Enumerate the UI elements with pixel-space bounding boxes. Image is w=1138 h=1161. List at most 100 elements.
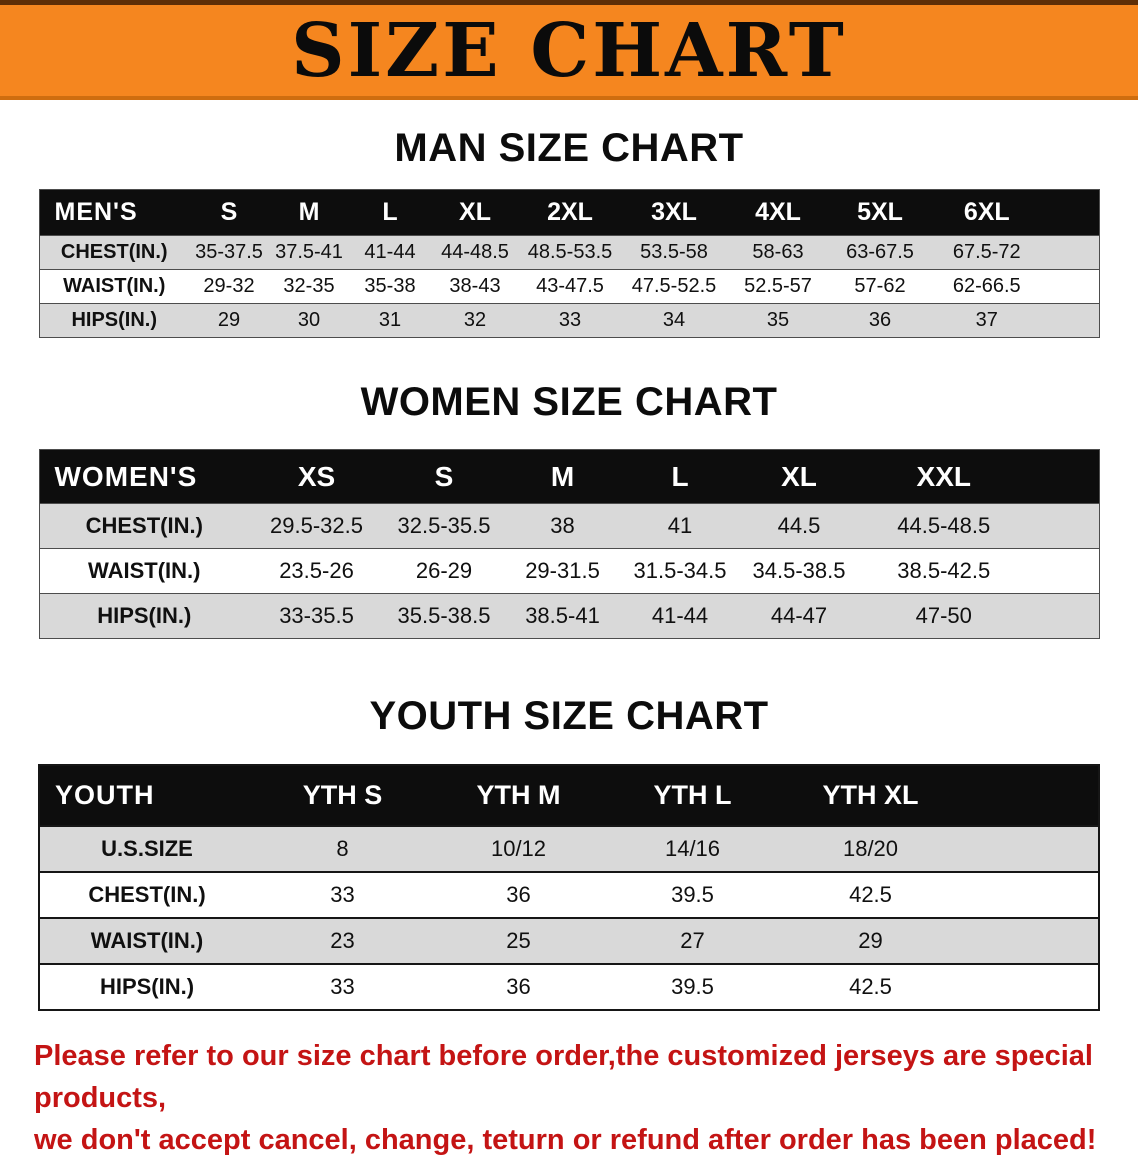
size-cell: 38-43: [449, 275, 501, 297]
size-cell: 18/20: [842, 836, 899, 861]
youth-size-table: YOUTH YTH S YTH M YTH L YTH XL U.S.SIZE …: [38, 764, 1100, 1011]
size-cell: 32: [463, 309, 487, 331]
size-cell: 35-38: [364, 275, 416, 297]
size-cell: 29.5-32.5: [270, 513, 363, 538]
size-cell: 41-44: [651, 603, 709, 628]
men-size-table: MEN'S S M L XL 2XL 3XL 4XL 5XL 6XL CHEST…: [38, 189, 1100, 338]
row-label: CHEST(IN.): [60, 241, 168, 263]
size-cell: 10/12: [490, 836, 547, 861]
women-size-column-s: S: [384, 449, 504, 504]
youth-chest-row: CHEST(IN.) 33 36 39.5 42.5: [39, 872, 1099, 918]
men-size-column-l: L: [349, 189, 431, 236]
size-cell: 37: [975, 309, 998, 331]
men-table-header-row: MEN'S S M L XL 2XL 3XL 4XL 5XL 6XL: [39, 189, 1099, 236]
size-cell: 33-35.5: [279, 603, 354, 628]
size-cell: 42.5: [849, 882, 892, 907]
size-cell: 29-32: [203, 275, 255, 297]
size-cell: 58-63: [752, 241, 804, 263]
men-size-column-xl: XL: [431, 189, 519, 236]
size-cell: 39.5: [671, 882, 714, 907]
men-hips-row: HIPS(IN.) 29 30 31 32 33 34 35 36 37: [39, 303, 1099, 338]
size-cell: 14/16: [664, 836, 721, 861]
row-label: U.S.SIZE: [101, 836, 193, 861]
men-size-column-3xl: 3XL: [621, 189, 727, 236]
size-cell: 38.5-41: [525, 603, 600, 628]
size-cell: 31.5-34.5: [633, 558, 727, 583]
women-size-column-l: L: [621, 449, 739, 504]
size-cell: 33: [330, 974, 355, 999]
size-cell: 35-37.5: [195, 241, 263, 263]
size-cell: 41-44: [364, 241, 416, 263]
youth-section-heading: YOUTH SIZE CHART: [369, 694, 769, 738]
banner: SIZE CHART: [0, 0, 1138, 100]
size-cell: 44-47: [770, 603, 828, 628]
youth-size-column-xl: YTH XL: [779, 765, 1099, 826]
youth-section: YOUTH SIZE CHART YOUTH YTH S YTH M YTH L…: [0, 694, 1138, 1011]
youth-hips-row: HIPS(IN.) 33 36 39.5 42.5: [39, 964, 1099, 1010]
size-cell: 33: [330, 882, 355, 907]
women-table-header-row: WOMEN'S XS S M L XL XXL: [39, 449, 1099, 504]
size-cell: 39.5: [671, 974, 714, 999]
women-waist-row: WAIST(IN.) 23.5-26 26-29 29-31.5 31.5-34…: [39, 548, 1099, 594]
size-cell: 34.5-38.5: [752, 558, 846, 583]
size-cell: 52.5-57: [744, 275, 812, 297]
youth-table-title: YOUTH: [39, 765, 254, 826]
size-cell: 25: [506, 928, 531, 953]
size-cell: 47-50: [915, 603, 972, 628]
row-label: WAIST(IN.): [88, 558, 201, 583]
size-cell: 42.5: [849, 974, 892, 999]
size-cell: 34: [662, 309, 686, 331]
size-cell: 29: [858, 928, 883, 953]
youth-size-column-l: YTH L: [606, 765, 779, 826]
size-cell: 23.5-26: [279, 558, 354, 583]
men-waist-row: WAIST(IN.) 29-32 32-35 35-38 38-43 43-47…: [39, 269, 1099, 304]
size-cell: 62-66.5: [952, 275, 1021, 297]
size-cell: 43-47.5: [536, 275, 604, 297]
women-hips-row: HIPS(IN.) 33-35.5 35.5-38.5 38.5-41 41-4…: [39, 593, 1099, 639]
footer-line-2: we don't accept cancel, change, teturn o…: [34, 1124, 1097, 1157]
row-label: WAIST(IN.): [63, 275, 166, 297]
women-section: WOMEN SIZE CHART WOMEN'S XS S M L XL XXL…: [0, 380, 1138, 639]
size-cell: 35: [766, 309, 790, 331]
women-section-heading: WOMEN SIZE CHART: [360, 380, 778, 424]
women-size-table: WOMEN'S XS S M L XL XXL CHEST(IN.) 29.5-…: [38, 449, 1100, 639]
men-section-heading: MAN SIZE CHART: [394, 126, 744, 170]
size-cell: 44-48.5: [441, 241, 509, 263]
size-cell: 32-35: [283, 275, 335, 297]
size-cell: 37.5-41: [275, 241, 343, 263]
size-cell: 31: [378, 309, 402, 331]
men-chest-row: CHEST(IN.) 35-37.5 37.5-41 41-44 44-48.5…: [39, 235, 1099, 270]
row-label: HIPS(IN.): [99, 974, 195, 999]
size-cell: 38: [550, 513, 575, 538]
size-cell: 41: [667, 513, 693, 538]
size-cell: 53.5-58: [640, 241, 708, 263]
row-label: CHEST(IN.): [85, 513, 203, 538]
size-cell: 29-31.5: [525, 558, 600, 583]
women-size-column-m: M: [504, 449, 621, 504]
youth-ussize-row: U.S.SIZE 8 10/12 14/16 18/20: [39, 826, 1099, 872]
men-size-column-4xl: 4XL: [727, 189, 829, 236]
women-size-column-xxl: XXL: [859, 449, 1099, 504]
men-section: MAN SIZE CHART MEN'S S M L XL 2XL 3XL 4X…: [0, 126, 1138, 338]
size-cell: 67.5-72: [952, 241, 1021, 263]
size-cell: 30: [297, 309, 321, 331]
youth-table-header-row: YOUTH YTH S YTH M YTH L YTH XL: [39, 765, 1099, 826]
men-size-column-5xl: 5XL: [829, 189, 931, 236]
size-cell: 47.5-52.5: [631, 275, 717, 297]
size-cell: 63-67.5: [846, 241, 914, 263]
size-cell: 35.5-38.5: [397, 603, 491, 628]
size-cell: 29: [217, 309, 241, 331]
row-label: HIPS(IN.): [71, 309, 158, 331]
youth-size-column-m: YTH M: [431, 765, 606, 826]
size-cell: 23: [330, 928, 355, 953]
women-size-column-xs: XS: [249, 449, 384, 504]
size-cell: 32.5-35.5: [397, 513, 491, 538]
women-table-title: WOMEN'S: [39, 449, 249, 504]
banner-title: SIZE CHART: [291, 7, 847, 94]
row-label: HIPS(IN.): [97, 603, 192, 628]
size-cell: 8: [336, 836, 349, 861]
women-chest-row: CHEST(IN.) 29.5-32.5 32.5-35.5 38 41 44.…: [39, 503, 1099, 549]
size-cell: 44.5: [777, 513, 821, 538]
size-cell: 26-29: [415, 558, 473, 583]
